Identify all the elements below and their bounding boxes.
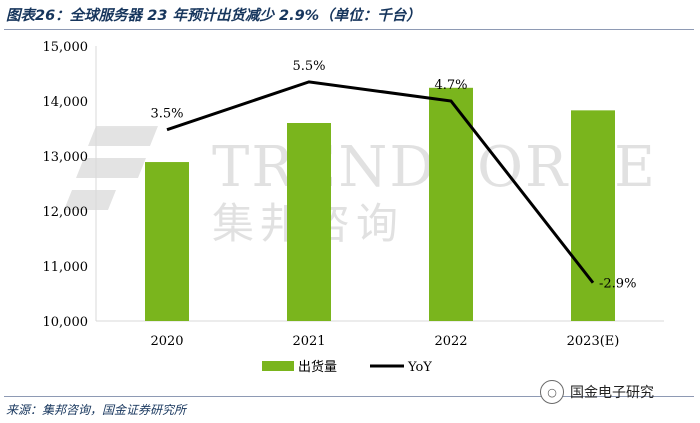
x-tick-label: 2023(E) [567, 334, 620, 349]
brand-name: 国金电子研究 [570, 385, 654, 401]
legend-label-bar: 出货量 [298, 359, 337, 375]
y-tick-label: 11,000 [43, 260, 89, 275]
x-tick-label: 2022 [434, 334, 467, 349]
y-tick-label: 14,000 [43, 95, 89, 110]
bar [287, 123, 331, 321]
yoy-series: 3.5% 5.5% 4.7% -2.9% [150, 59, 636, 292]
bar-series [145, 87, 615, 321]
legend: 出货量 YoY [262, 359, 432, 375]
x-tick-label: 2021 [292, 334, 325, 349]
yoy-data-label: 3.5% [150, 107, 183, 122]
yoy-data-label: -2.9% [599, 277, 636, 292]
y-axis-ticks: 10,000 11,000 12,000 13,000 14,000 15,000 [43, 40, 89, 330]
watermark-logo [76, 158, 146, 178]
bar [429, 87, 473, 321]
brand-mark: ○ 国金电子研究 [540, 380, 654, 404]
source-note: 来源：集邦咨询，国金证券研究所 [6, 403, 187, 417]
watermark-logo [88, 126, 158, 146]
legend-swatch-bar [262, 361, 294, 371]
wechat-icon: ○ [540, 380, 564, 404]
bar [145, 162, 189, 321]
bar [571, 110, 615, 321]
legend-label-line: YoY [407, 360, 432, 375]
y-tick-label: 10,000 [43, 315, 89, 330]
x-axis-ticks: 2020 2021 2022 2023(E) [150, 334, 619, 349]
y-tick-label: 15,000 [43, 40, 89, 55]
yoy-data-label: 4.7% [434, 78, 467, 93]
y-tick-label: 13,000 [43, 150, 89, 165]
yoy-data-label: 5.5% [292, 59, 325, 74]
chart-title: 图表26：全球服务器 23 年预计出货减少 2.9%（单位：千台） [6, 8, 421, 24]
y-tick-label: 12,000 [43, 205, 89, 220]
title-divider [4, 29, 694, 30]
x-tick-label: 2020 [150, 334, 183, 349]
footer-divider [4, 396, 694, 397]
watermark-logo [64, 190, 116, 210]
yoy-line [166, 80, 595, 284]
